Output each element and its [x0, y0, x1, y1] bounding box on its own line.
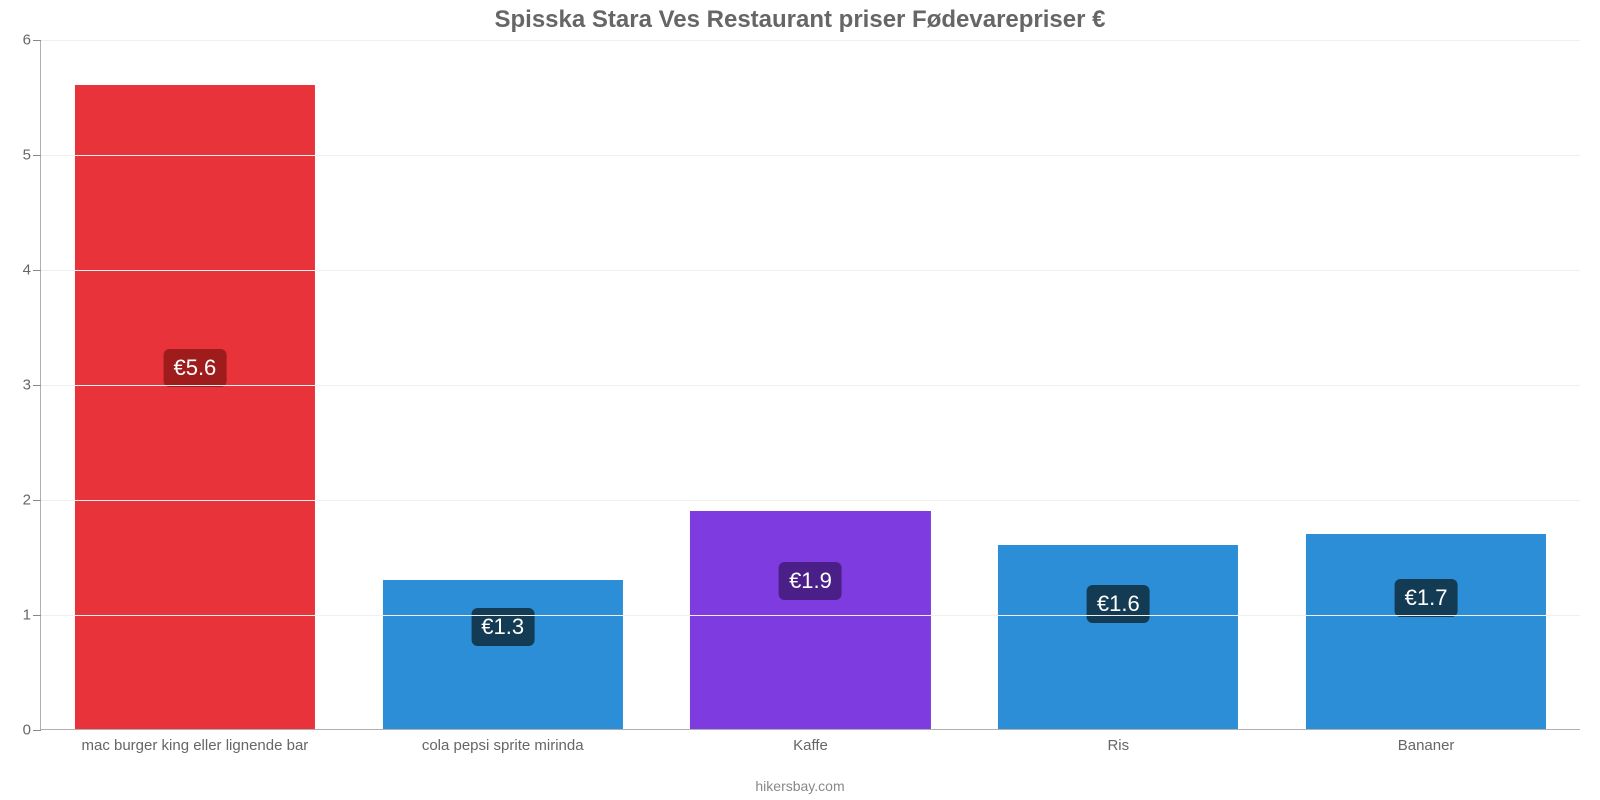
- y-tick-label: 6: [23, 32, 31, 49]
- bar: [998, 545, 1238, 729]
- category-label: cola pepsi sprite mirinda: [422, 737, 584, 754]
- y-tick: [33, 730, 41, 731]
- bar: [75, 85, 315, 729]
- plot-area: €5.6mac burger king eller lignende bar€1…: [40, 40, 1580, 730]
- bar: [383, 580, 623, 730]
- gridline: [41, 500, 1580, 501]
- y-tick: [33, 270, 41, 271]
- attribution: hikersbay.com: [0, 778, 1600, 794]
- category-label: Ris: [1107, 737, 1129, 754]
- value-badge: €1.3: [471, 608, 534, 646]
- value-badge: €1.7: [1395, 579, 1458, 617]
- gridline: [41, 270, 1580, 271]
- y-tick-label: 2: [23, 492, 31, 509]
- category-label: Kaffe: [793, 737, 828, 754]
- y-tick: [33, 385, 41, 386]
- y-tick-label: 1: [23, 607, 31, 624]
- chart-container: Spisska Stara Ves Restaurant priser Føde…: [0, 0, 1600, 800]
- bar: [690, 511, 930, 730]
- value-badge: €1.9: [779, 562, 842, 600]
- gridline: [41, 615, 1580, 616]
- y-tick: [33, 40, 41, 41]
- chart-title: Spisska Stara Ves Restaurant priser Føde…: [0, 6, 1600, 34]
- y-tick: [33, 615, 41, 616]
- value-badge: €1.6: [1087, 585, 1150, 623]
- y-tick-label: 5: [23, 147, 31, 164]
- y-tick: [33, 155, 41, 156]
- gridline: [41, 385, 1580, 386]
- y-tick-label: 3: [23, 377, 31, 394]
- y-tick: [33, 500, 41, 501]
- y-tick-label: 4: [23, 262, 31, 279]
- gridline: [41, 40, 1580, 41]
- gridline: [41, 155, 1580, 156]
- category-label: Bananer: [1398, 737, 1455, 754]
- category-label: mac burger king eller lignende bar: [81, 737, 308, 754]
- y-tick-label: 0: [23, 722, 31, 739]
- bar: [1306, 534, 1546, 730]
- value-badge: €5.6: [163, 349, 226, 387]
